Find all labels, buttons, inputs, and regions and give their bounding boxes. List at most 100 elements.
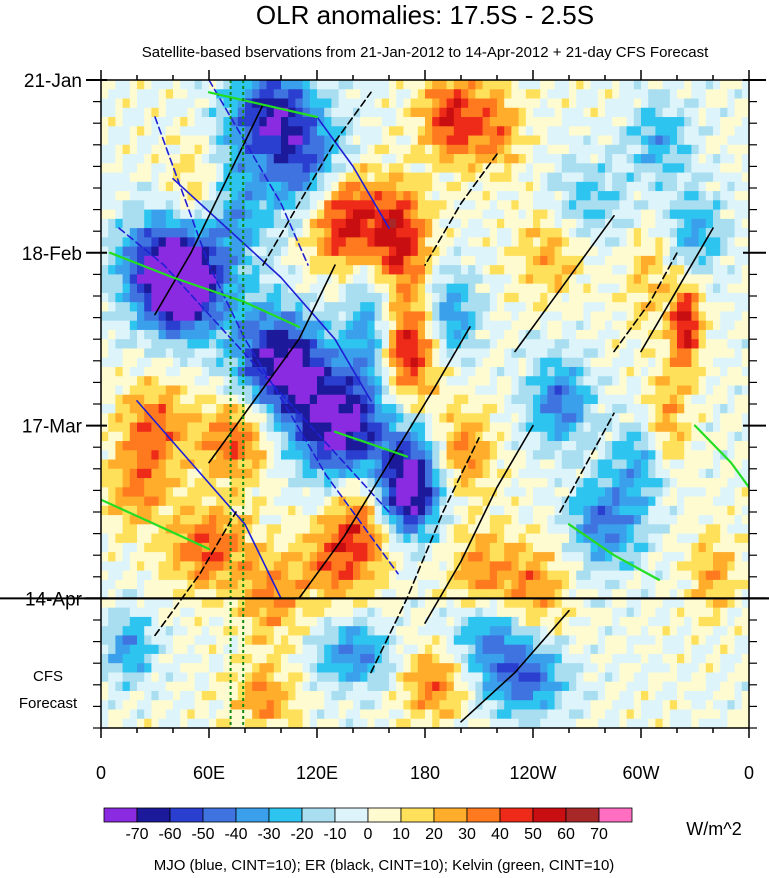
heat-cell (669, 292, 678, 303)
heat-cell (173, 459, 181, 470)
heat-cell (367, 265, 376, 275)
heat-cell (446, 265, 455, 275)
heat-cell (101, 478, 109, 488)
heat-cell (590, 320, 599, 331)
heat-cell (317, 394, 325, 405)
heat-cell (698, 163, 707, 174)
heat-cell (173, 561, 181, 572)
heat-cell (605, 117, 613, 127)
heat-cell (295, 265, 304, 275)
heat-cell (353, 394, 361, 405)
heat-cell (252, 422, 260, 433)
heat-cell (626, 487, 635, 498)
heat-cell (324, 237, 332, 248)
heat-cell (533, 237, 541, 248)
heat-cell (461, 265, 469, 275)
heat-cell (633, 255, 642, 266)
heat-cell (151, 135, 160, 146)
heat-cell (381, 487, 390, 498)
heat-cell (288, 144, 296, 155)
heat-cell (281, 255, 289, 266)
heat-cell (115, 218, 124, 229)
heat-cell (691, 357, 700, 368)
heat-cell (432, 191, 440, 201)
heat-cell (741, 135, 749, 146)
heat-cell (626, 218, 635, 229)
heat-cell (410, 126, 419, 137)
heat-cell (439, 468, 448, 479)
heat-cell (324, 515, 332, 525)
heat-cell (439, 117, 448, 127)
heat-cell (669, 524, 678, 535)
heat-cell (684, 181, 692, 192)
heat-cell (432, 209, 440, 220)
heat-cell (338, 404, 347, 414)
heat-cell (590, 394, 599, 405)
heat-cell (461, 404, 469, 414)
heat-cell (317, 450, 325, 461)
heat-cell (165, 228, 174, 238)
heat-cell (612, 228, 620, 238)
heat-cell (446, 376, 455, 387)
heat-cell (417, 163, 426, 174)
heat-cell (439, 311, 448, 322)
heat-cell (151, 181, 160, 192)
heat-cell (655, 366, 664, 377)
heat-cell (173, 98, 181, 109)
heat-cell (453, 376, 462, 387)
heat-cell (245, 191, 253, 201)
heat-cell (727, 209, 736, 220)
heat-cell (151, 172, 160, 183)
heat-cell (137, 274, 145, 285)
heat-cell (237, 542, 246, 553)
heat-cell (511, 422, 520, 433)
heat-cell (561, 218, 570, 229)
heat-cell (677, 144, 685, 155)
heat-cell (547, 172, 556, 183)
heat-cell (727, 431, 736, 442)
heat-cell (489, 552, 498, 562)
heat-cell (108, 80, 116, 90)
heat-cell (533, 283, 541, 294)
heat-cell (569, 357, 577, 368)
heat-cell (360, 191, 368, 201)
heat-cell (389, 505, 397, 516)
heat-cell (144, 274, 152, 285)
heat-cell (518, 552, 527, 562)
heat-cell (425, 126, 433, 137)
heat-cell (345, 144, 354, 155)
heat-cell (662, 191, 671, 201)
heat-cell (122, 283, 131, 294)
heat-cell (137, 191, 145, 201)
heat-cell (727, 542, 736, 553)
heat-cell (302, 542, 311, 553)
heat-cell (288, 292, 296, 303)
heat-cell (216, 265, 224, 275)
heat-cell (626, 579, 635, 590)
heat-cell (173, 487, 181, 498)
heat-cell (115, 191, 124, 201)
heat-cell (641, 542, 649, 553)
heat-cell (389, 181, 397, 192)
heat-cell (345, 172, 354, 183)
heat-cell (230, 589, 239, 599)
heat-cell (338, 450, 347, 461)
heat-cell (295, 98, 304, 109)
heat-cell (698, 487, 707, 498)
heat-cell (389, 274, 397, 285)
heat-cell (533, 404, 541, 414)
heat-cell (101, 302, 109, 313)
heat-cell (446, 487, 455, 498)
heat-cell (432, 413, 440, 424)
heat-cell (525, 311, 534, 322)
heat-cell (137, 265, 145, 275)
heat-cell (137, 311, 145, 322)
heat-cell (525, 524, 534, 535)
heat-cell (137, 561, 145, 572)
heat-cell (374, 98, 383, 109)
heat-cell (648, 487, 656, 498)
heat-cell (259, 191, 268, 201)
heat-cell (713, 329, 721, 340)
heat-cell (504, 228, 512, 238)
heat-cell (115, 237, 124, 248)
